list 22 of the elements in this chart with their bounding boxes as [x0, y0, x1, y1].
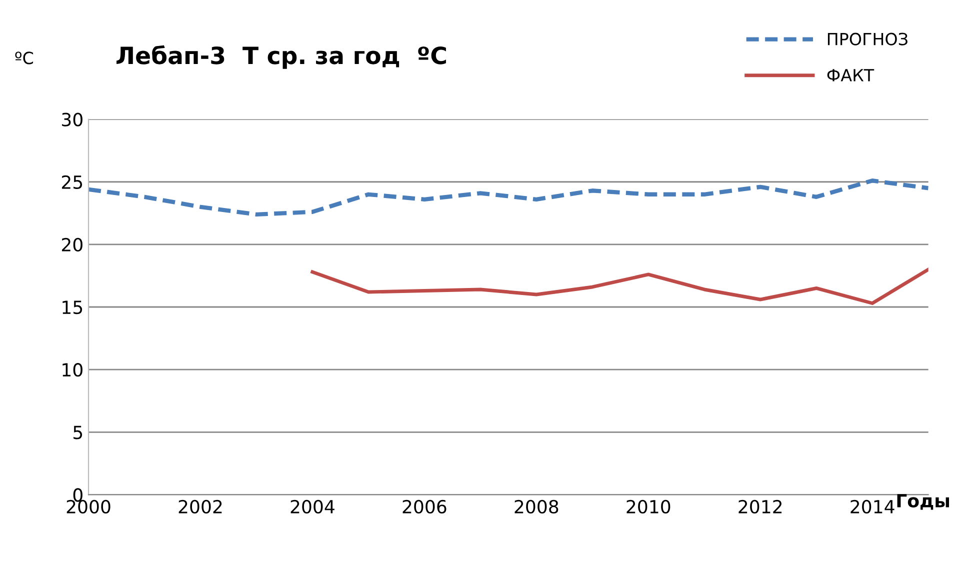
line-series [310, 268, 928, 305]
x-tick-label: 2014 [850, 500, 894, 514]
y-tick-label: 5 [74, 426, 82, 440]
y-tick-label: 30 [62, 112, 82, 126]
y-tick-label: 0 [73, 488, 82, 502]
line-series [88, 178, 928, 216]
x-tick-label: 2002 [178, 500, 222, 514]
x-tick-label: 2012 [738, 500, 782, 514]
legend-label: ПРОГНОЗ [828, 32, 908, 46]
legend-label: ФАКТ [827, 69, 874, 82]
y-tick-label: 20 [62, 238, 82, 252]
x-tick-label: 2006 [402, 500, 446, 514]
y-tick-label: 10 [62, 363, 82, 377]
x-tick-label: 2000 [66, 500, 110, 514]
y-axis-title: ºC [15, 52, 34, 64]
chart-title: Лебап-3 Т ср. за год ºC [116, 45, 446, 69]
x-tick-label: 2008 [514, 500, 558, 514]
x-tick-label: 2004 [290, 500, 334, 514]
y-tick-label: 25 [62, 175, 82, 189]
x-tick-label: 2010 [626, 500, 670, 514]
y-tick-label: 15 [62, 300, 82, 314]
x-axis-title: Годы [897, 494, 949, 510]
